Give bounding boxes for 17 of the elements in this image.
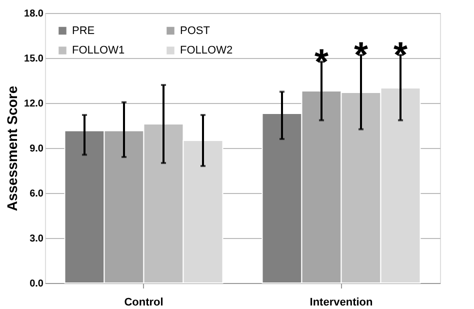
- y-tick-label: 15.0: [24, 54, 44, 64]
- y-tick-label: 0.0: [30, 278, 44, 290]
- y-tick-label: 9.0: [30, 144, 44, 154]
- x-tick-label: Intervention: [310, 296, 374, 308]
- annotation: *: [314, 40, 329, 82]
- y-tick-label: 3.0: [30, 234, 44, 244]
- annotation: *: [393, 34, 408, 75]
- legend-label: PRE: [72, 24, 95, 37]
- x-tick-label: Control: [124, 296, 164, 308]
- y-tick-label: 18.0: [24, 8, 44, 20]
- legend-label: FOLLOW2: [180, 44, 233, 56]
- legend-label: FOLLOW1: [72, 44, 125, 56]
- annotation: *: [354, 34, 368, 75]
- y-tick-label: 12.0: [24, 98, 44, 110]
- y-tick-label: 6.0: [30, 188, 44, 200]
- legend-label: POST: [180, 24, 210, 37]
- y-axis-title: Assessment Score: [4, 86, 20, 212]
